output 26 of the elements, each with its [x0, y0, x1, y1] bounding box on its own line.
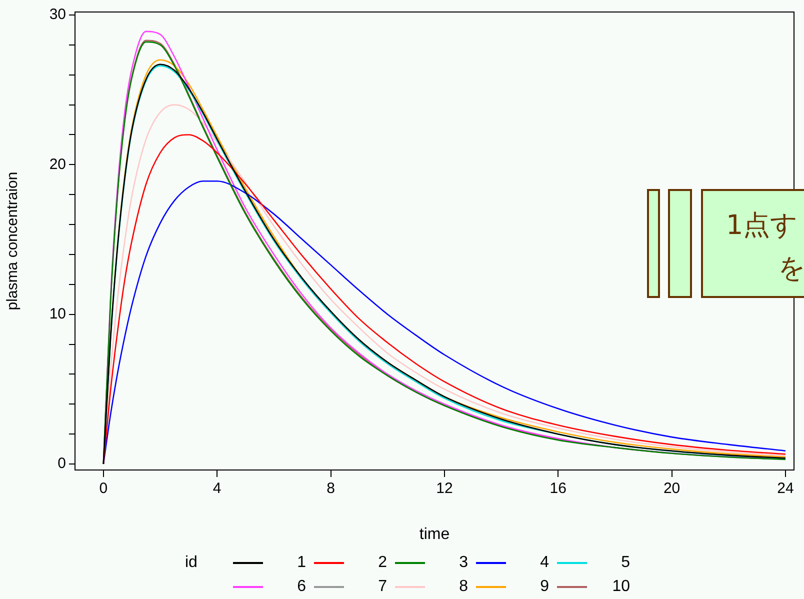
x-tick-label: 0 — [99, 480, 108, 498]
legend-label: 10 — [612, 578, 630, 596]
y-tick-label: 10 — [49, 305, 66, 322]
x-tick-label: 12 — [436, 480, 453, 498]
legend-label: 1 — [297, 554, 306, 572]
legend-title: id — [185, 553, 198, 573]
y-tick-label: 20 — [49, 156, 66, 173]
x-tick-label: 20 — [663, 480, 680, 498]
legend-label: 5 — [621, 554, 630, 572]
legend-label: 9 — [540, 578, 549, 596]
y-tick-label: 30 — [49, 6, 66, 24]
x-tick-label: 16 — [550, 480, 566, 498]
annotation: を — [778, 252, 804, 286]
legend-label: 8 — [459, 578, 468, 596]
legend-label: 3 — [459, 554, 468, 572]
x-tick-label: 8 — [326, 480, 335, 498]
x-tick-label: 4 — [212, 480, 222, 498]
legend-label: 7 — [378, 578, 387, 596]
x-tick-label: 24 — [777, 480, 794, 498]
legend-label: 6 — [297, 578, 306, 596]
x-axis-title: time — [419, 526, 450, 543]
legend-label: 2 — [378, 554, 387, 572]
legend-label: 4 — [540, 554, 549, 572]
annotation: 1点す — [726, 209, 798, 243]
y-axis-title: plasma concentraion — [4, 172, 22, 310]
y-tick-label: 0 — [58, 455, 66, 472]
